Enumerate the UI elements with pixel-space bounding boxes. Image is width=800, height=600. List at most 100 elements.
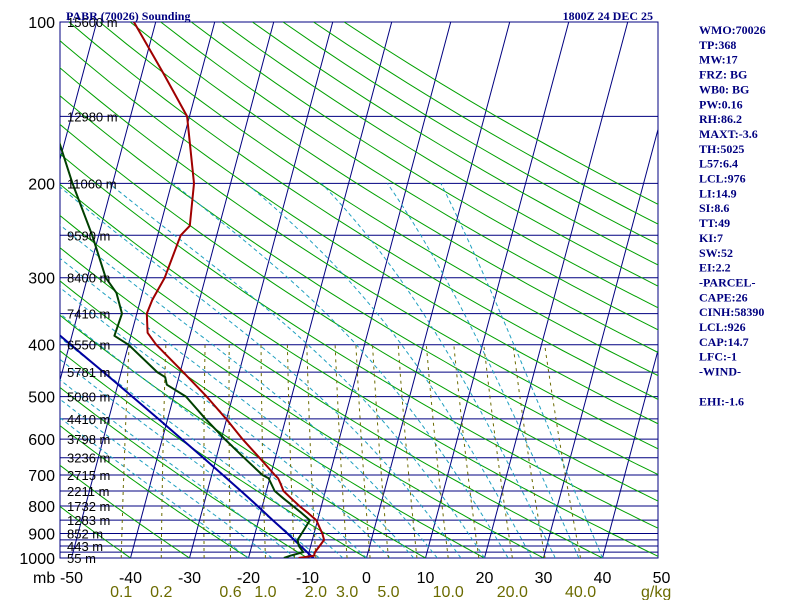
height-label: 2211 m (67, 484, 109, 499)
height-label: 55 m (67, 551, 96, 566)
isotherm-40 (602, 348, 658, 558)
temperature-tick-label: -10 (296, 570, 319, 587)
isotherm--60 (60, 22, 157, 383)
index-line: TT:49 (699, 216, 730, 230)
moist-adiabat--12 (60, 379, 297, 558)
chart-datetime: 1800Z 24 DEC 25 (563, 9, 653, 23)
moist-adiabat-4 (60, 286, 391, 558)
dry-adiabat-30 (60, 247, 544, 558)
dry-adiabat-40 (60, 214, 603, 558)
height-labels: 15600 m 12980 m 11060 m 9590 m 8400 m 7410 m 6… (67, 15, 118, 566)
height-label: 852 m (67, 526, 103, 541)
parcel-trace (60, 334, 315, 558)
mixing-ratio-tick-label: 0.6 (219, 584, 241, 600)
temperature-tick-label: 10 (417, 570, 435, 587)
height-label: 1283 m (67, 513, 110, 528)
height-label: 7410 m (67, 307, 110, 322)
index-line: LFC:-1 (699, 350, 737, 364)
mixing-ratio-line-3 (334, 344, 348, 558)
moist-adiabat-16 (60, 186, 462, 558)
mixing-ratio-tick-label: 10.0 (433, 584, 464, 600)
mixing-ratio-line-5 (372, 344, 389, 558)
moist-adiabat-20 (108, 183, 485, 558)
temperature-tick-label: -50 (60, 570, 83, 587)
mixing-ratio-line-10 (425, 344, 449, 558)
pressure-tick-label: 900 (28, 526, 55, 543)
index-line: LI:14.9 (699, 186, 737, 200)
height-label: 5781 m (67, 365, 110, 380)
mixing-ratio-tick-label: 3.0 (336, 584, 358, 600)
mixing-ratio-line-14 (453, 344, 480, 558)
height-label: 12980 m (67, 109, 118, 124)
isotherm--20 (248, 22, 393, 558)
mixing-ratio-axis-labels: 0.1 0.2 0.6 1.0 2.0 3.0 5.0 10.0 20.0 40.0 (110, 584, 596, 600)
pressure-tick-label: 100 (28, 15, 55, 32)
chart-title: PABR (70026) Sounding (66, 9, 190, 23)
mixing-ratio-lines (120, 344, 581, 558)
dry-adiabat-20 (60, 280, 485, 558)
moist-adiabat-28 (245, 183, 533, 558)
moist-adiabat-8 (60, 257, 415, 558)
isotherm--10 (307, 22, 452, 558)
dry-adiabat--20 (60, 424, 249, 558)
dry-adiabat-160 (221, 22, 658, 287)
temperature-axis-labels: -50 -40 -30 -20 -10 0 10 20 30 40 50 (60, 570, 671, 587)
index-line: EI:2.2 (699, 261, 731, 275)
temperature-tick-label: 20 (476, 570, 494, 587)
dry-adiabat-170 (252, 22, 658, 266)
dry-adiabat-50 (60, 183, 658, 557)
index-line: TP:368 (699, 38, 736, 52)
dewpoint-trace (60, 141, 311, 558)
isotherm--50 (71, 22, 216, 558)
moist-adiabat--16 (60, 398, 273, 558)
index-line: CAP:14.7 (699, 335, 749, 349)
mixing-ratio-line-7 (397, 344, 418, 558)
index-line: SW:52 (699, 246, 733, 260)
dry-adiabat--10 (60, 386, 308, 558)
dry-adiabat-80 (60, 95, 658, 476)
mixing-ratio-line-1 (260, 344, 266, 558)
mixing-ratio-unit-label: g/kg (641, 584, 671, 600)
dry-adiabat-70 (60, 123, 658, 502)
moist-adiabat-36 (386, 183, 580, 558)
dry-adiabat-100 (60, 40, 658, 425)
height-label: 2715 m (67, 468, 110, 483)
dry-adiabat-10 (60, 314, 426, 558)
height-label: 5080 m (67, 390, 110, 405)
dry-adiabat-110 (68, 22, 658, 400)
index-line: L57:6.4 (699, 157, 738, 171)
mixing-ratio-line-4 (355, 344, 371, 558)
index-line: -PARCEL- (699, 275, 755, 289)
dry-adiabat-120 (99, 22, 658, 377)
temperature-tick-label: -40 (119, 570, 142, 587)
index-line: WMO:70026 (699, 23, 766, 37)
moist-adiabat-12 (60, 224, 438, 558)
mixing-ratio-line-0.1 (120, 344, 130, 558)
dry-adiabat-0 (60, 350, 367, 558)
dry-adiabat-90 (60, 67, 658, 450)
mixing-ratio-line-0.4 (203, 344, 206, 558)
mixing-ratio-tick-label: 5.0 (377, 584, 399, 600)
height-label: 6550 m (67, 338, 110, 353)
pressure-tick-label: 400 (28, 338, 55, 355)
index-line: RH:86.2 (699, 112, 742, 126)
temperature-tick-label: -30 (178, 570, 201, 587)
height-label: 3236 m (67, 451, 110, 466)
temperature-tick-label: 40 (594, 570, 612, 587)
height-label: 1732 m (67, 499, 110, 514)
plot-frame (59, 21, 659, 559)
height-label: 15600 m (67, 15, 118, 30)
index-line: CAPE:26 (699, 290, 748, 304)
temperature-tick-label: -20 (237, 570, 260, 587)
mixing-ratio-tick-label: 1.0 (254, 584, 276, 600)
temperature-tick-label: 30 (535, 570, 553, 587)
dry-adiabat-130 (129, 22, 658, 354)
isotherm-20 (484, 22, 629, 558)
index-line: EHI:-1.6 (699, 394, 744, 408)
pressure-tick-label: 200 (28, 176, 55, 193)
isotherm--70 (60, 22, 98, 162)
mixing-ratio-line-40 (544, 344, 581, 558)
pressure-tick-label: 700 (28, 468, 55, 485)
